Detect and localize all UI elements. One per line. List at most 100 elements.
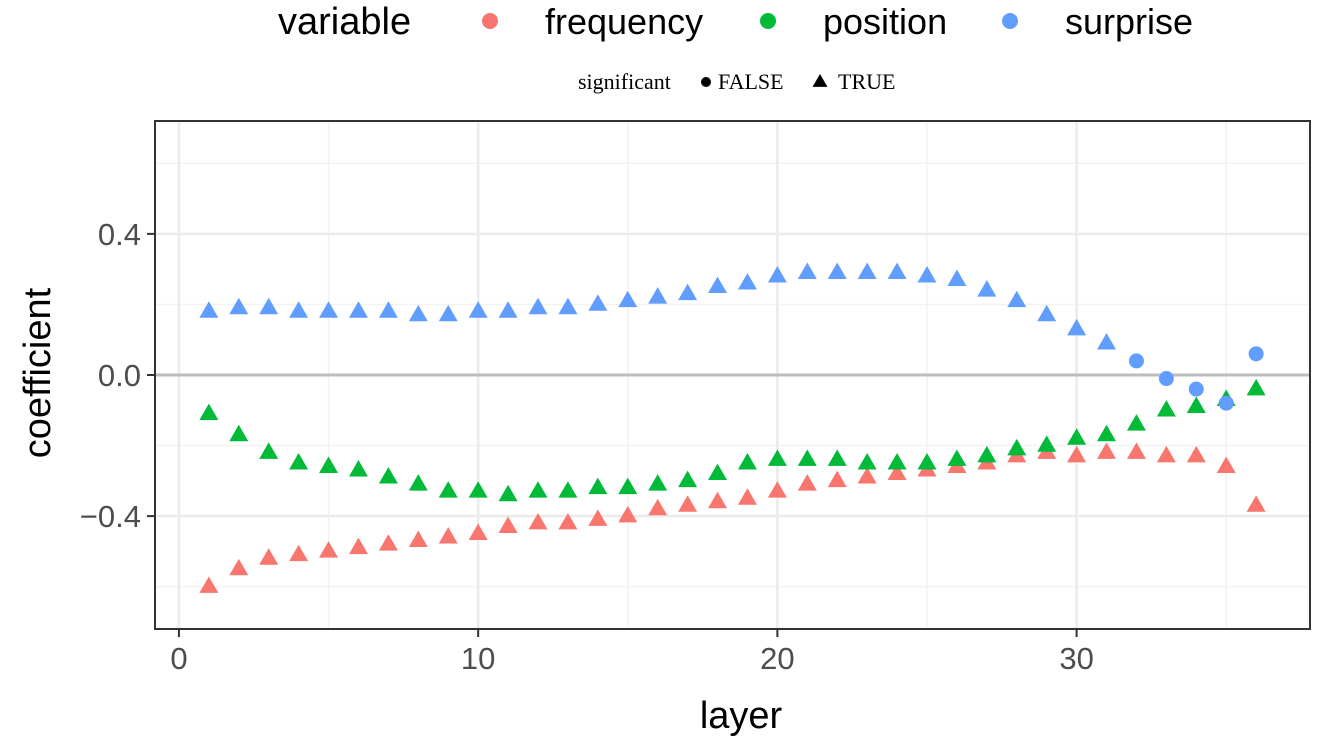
legend-key-true xyxy=(812,73,828,87)
data-point-position xyxy=(289,452,309,470)
data-point-surprise xyxy=(319,301,339,318)
data-point-frequency xyxy=(648,498,668,516)
data-point-frequency xyxy=(708,491,728,509)
data-point-frequency xyxy=(438,527,458,544)
series-frequency xyxy=(199,442,1266,593)
data-point-position xyxy=(348,460,368,477)
legend: variable frequency position surprise signi… xyxy=(278,1,1193,94)
data-point-surprise xyxy=(1067,318,1087,336)
data-point-surprise xyxy=(737,273,757,290)
data-point-surprise xyxy=(1007,290,1027,308)
data-point-frequency xyxy=(229,558,249,576)
legend-key-position xyxy=(760,13,776,29)
data-point-position xyxy=(678,470,698,488)
y-axis-title: coefficient xyxy=(17,287,59,458)
data-point-position xyxy=(648,474,668,491)
y-tick-label: 0.4 xyxy=(98,217,141,252)
data-point-surprise xyxy=(827,262,847,279)
data-point-surprise xyxy=(917,266,937,283)
x-axis: 0 10 20 30 xyxy=(170,629,1094,676)
data-point-frequency xyxy=(588,509,608,526)
x-tick-label: 20 xyxy=(760,641,794,676)
data-point-frequency xyxy=(259,548,279,565)
data-point-position xyxy=(827,449,847,466)
data-point-position xyxy=(528,481,548,498)
data-point-surprise xyxy=(947,269,967,287)
data-point-position xyxy=(947,449,967,466)
data-point-surprise xyxy=(588,294,608,311)
legend-label-surprise: surprise xyxy=(1065,1,1193,42)
data-point-frequency xyxy=(1097,442,1117,459)
data-point-surprise xyxy=(678,283,698,301)
data-point-surprise xyxy=(438,304,458,322)
data-point-surprise xyxy=(797,262,817,279)
data-point-position xyxy=(1186,396,1206,414)
data-point-position xyxy=(618,477,638,495)
data-point-surprise xyxy=(1218,395,1234,411)
data-point-position xyxy=(1067,428,1087,445)
data-point-surprise xyxy=(1158,371,1174,387)
data-point-position xyxy=(199,403,219,421)
data-point-position xyxy=(1097,424,1117,442)
data-point-position xyxy=(1126,414,1146,431)
data-point-position xyxy=(408,474,428,491)
data-point-position xyxy=(588,477,608,495)
data-point-position xyxy=(319,456,339,473)
data-point-position xyxy=(259,442,279,459)
data-point-frequency xyxy=(468,523,488,541)
data-point-frequency xyxy=(737,488,757,505)
data-point-surprise xyxy=(199,301,219,318)
data-point-surprise xyxy=(977,280,997,297)
data-point-surprise xyxy=(648,287,668,304)
data-point-position xyxy=(797,449,817,466)
data-point-frequency xyxy=(678,495,698,512)
data-point-position xyxy=(887,452,907,470)
legend-label-frequency: frequency xyxy=(545,1,703,42)
data-point-frequency xyxy=(1216,456,1236,473)
data-point-frequency xyxy=(528,512,548,530)
data-point-surprise xyxy=(1248,346,1264,362)
data-point-frequency xyxy=(767,481,787,498)
data-point-surprise xyxy=(378,301,398,318)
x-tick-label: 30 xyxy=(1059,641,1093,676)
y-tick-label: 0.0 xyxy=(98,358,141,393)
data-point-surprise xyxy=(887,262,907,279)
data-point-surprise xyxy=(229,297,249,315)
data-point-surprise xyxy=(468,301,488,318)
data-point-position xyxy=(708,463,728,481)
y-tick-label: −0.4 xyxy=(80,499,141,534)
data-point-frequency xyxy=(1246,495,1266,512)
data-point-position xyxy=(1037,435,1057,452)
data-point-frequency xyxy=(289,544,309,562)
data-point-frequency xyxy=(199,576,219,593)
data-point-surprise xyxy=(348,301,368,318)
data-point-frequency xyxy=(319,541,339,558)
data-point-surprise xyxy=(1097,333,1117,350)
data-point-frequency xyxy=(558,512,578,530)
data-point-position xyxy=(468,481,488,498)
data-point-surprise xyxy=(558,297,578,315)
data-point-frequency xyxy=(408,530,428,548)
data-point-frequency xyxy=(1126,442,1146,459)
data-point-frequency xyxy=(618,505,638,523)
data-point-surprise xyxy=(498,301,518,318)
data-point-surprise xyxy=(767,266,787,283)
legend-key-false xyxy=(701,77,711,87)
data-point-surprise xyxy=(528,297,548,315)
x-tick-label: 10 xyxy=(461,641,495,676)
legend-key-frequency xyxy=(482,13,498,29)
data-point-frequency xyxy=(857,467,877,484)
data-point-position xyxy=(1246,378,1266,396)
legend-shape-title: significant xyxy=(578,69,671,94)
data-point-surprise xyxy=(259,297,279,315)
data-point-position xyxy=(229,424,249,442)
data-point-surprise xyxy=(1037,304,1057,322)
legend-color-title: variable xyxy=(278,1,411,43)
legend-label-position: position xyxy=(823,1,947,42)
legend-label-true: TRUE xyxy=(838,69,895,94)
data-point-position xyxy=(498,484,518,502)
data-point-position xyxy=(378,467,398,484)
data-point-surprise xyxy=(1128,353,1144,369)
y-axis: 0.4 0.0 −0.4 xyxy=(80,217,155,534)
plot-panel xyxy=(154,120,1311,630)
